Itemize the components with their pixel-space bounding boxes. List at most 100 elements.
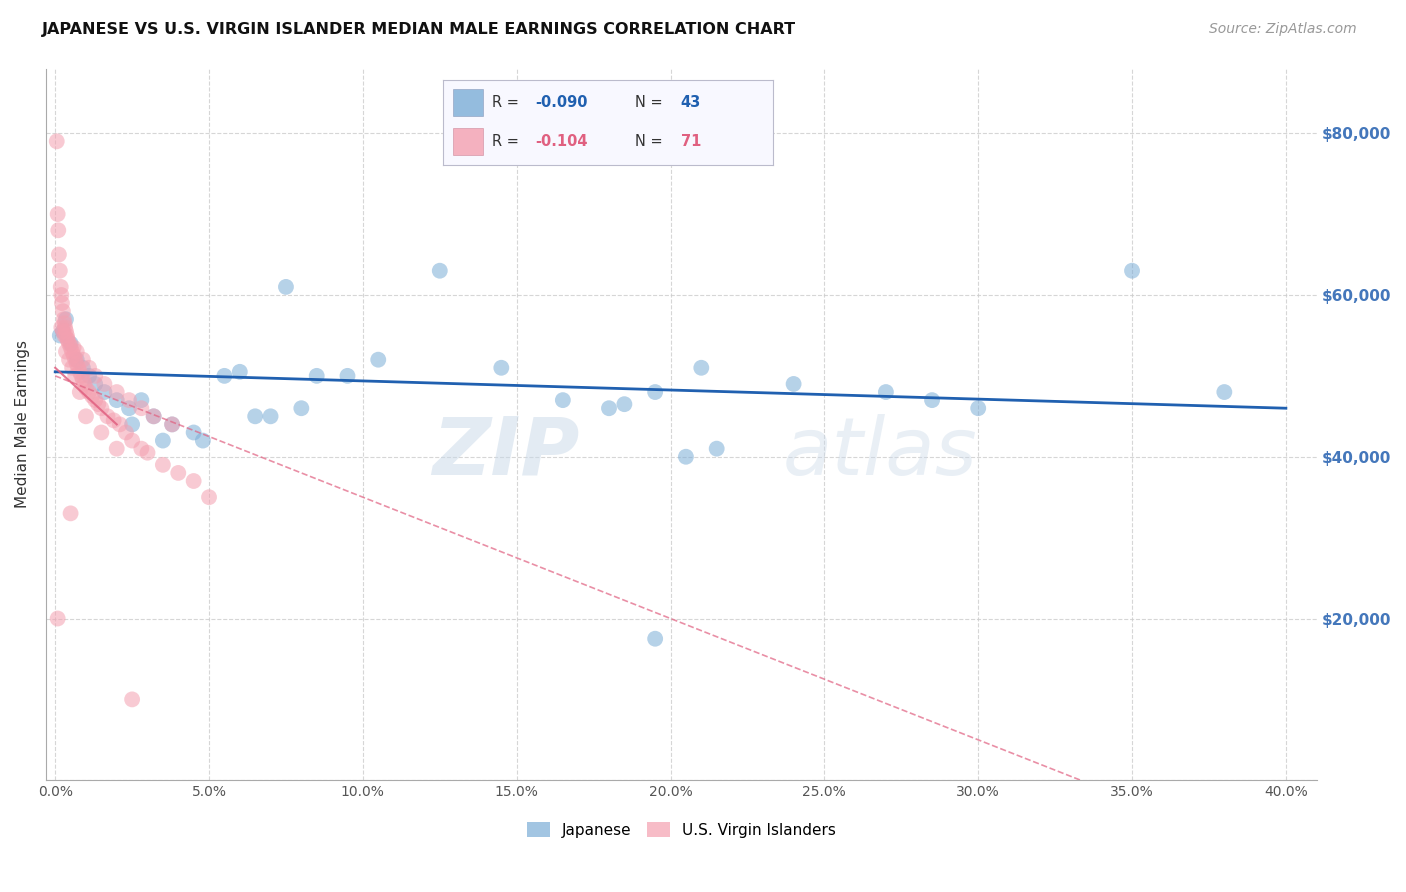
Point <box>131 401 153 416</box>
Point <box>62 349 84 363</box>
Point <box>55 325 77 339</box>
Text: N =: N = <box>634 95 662 110</box>
Point <box>367 352 389 367</box>
Point <box>136 446 159 460</box>
Point <box>60 360 83 375</box>
Text: 43: 43 <box>681 95 702 110</box>
Point <box>875 385 897 400</box>
Point <box>59 507 82 521</box>
Point <box>160 417 183 432</box>
Point <box>66 357 89 371</box>
Point <box>48 247 70 261</box>
Point <box>921 393 943 408</box>
Point <box>75 381 97 395</box>
Point <box>142 409 165 424</box>
Y-axis label: Median Male Earnings: Median Male Earnings <box>15 341 30 508</box>
Point <box>75 409 97 424</box>
Point <box>59 336 82 351</box>
Point <box>69 365 91 379</box>
Point <box>491 360 513 375</box>
Point <box>46 223 69 237</box>
Text: ZIP: ZIP <box>432 414 579 491</box>
Point <box>62 341 84 355</box>
Point <box>52 325 75 339</box>
Point <box>259 409 281 424</box>
Point <box>706 442 728 456</box>
Point <box>131 393 153 408</box>
Point <box>60 344 83 359</box>
Point <box>84 368 107 383</box>
Point <box>121 692 143 706</box>
Point <box>66 352 89 367</box>
Point <box>336 368 359 383</box>
Point <box>644 632 666 646</box>
Point <box>551 393 574 408</box>
Text: -0.104: -0.104 <box>536 134 588 149</box>
Point <box>70 368 93 383</box>
Point <box>77 368 100 383</box>
Point <box>644 385 666 400</box>
Text: -0.090: -0.090 <box>536 95 588 110</box>
Point <box>93 376 115 391</box>
Point <box>53 316 76 330</box>
Point <box>49 328 72 343</box>
Point <box>967 401 990 416</box>
Point <box>1121 264 1143 278</box>
Point <box>105 393 128 408</box>
Text: N =: N = <box>634 134 662 149</box>
Point <box>49 280 72 294</box>
Point <box>96 409 118 424</box>
Point <box>290 401 312 416</box>
Point <box>87 397 110 411</box>
Point <box>142 409 165 424</box>
Point <box>690 360 713 375</box>
Point <box>191 434 214 448</box>
Point <box>103 413 125 427</box>
Point <box>675 450 697 464</box>
Point <box>274 280 297 294</box>
Point <box>82 389 104 403</box>
Point <box>160 417 183 432</box>
Point <box>598 401 620 416</box>
Point <box>56 328 79 343</box>
Text: atlas: atlas <box>783 414 977 491</box>
Point <box>183 425 205 440</box>
Point <box>73 376 96 391</box>
Point <box>53 320 76 334</box>
Point <box>243 409 266 424</box>
Point <box>115 425 138 440</box>
Text: R =: R = <box>492 95 519 110</box>
Point <box>55 344 77 359</box>
Point <box>58 336 80 351</box>
Point <box>45 134 67 148</box>
Legend: Japanese, U.S. Virgin Islanders: Japanese, U.S. Virgin Islanders <box>520 815 842 844</box>
Point <box>118 401 141 416</box>
Point <box>90 425 112 440</box>
Point <box>63 352 86 367</box>
Point <box>229 365 252 379</box>
Point <box>108 417 131 432</box>
Point <box>58 352 80 367</box>
Point <box>90 401 112 416</box>
Point <box>1213 385 1236 400</box>
Text: 71: 71 <box>681 134 702 149</box>
Bar <box>453 128 482 155</box>
Point <box>53 328 76 343</box>
Point <box>121 434 143 448</box>
Point <box>93 385 115 400</box>
Point <box>214 368 236 383</box>
Point <box>613 397 636 411</box>
Point <box>84 393 107 408</box>
Point <box>51 288 73 302</box>
Point <box>305 368 328 383</box>
Point <box>63 368 86 383</box>
Point <box>152 434 174 448</box>
Text: Source: ZipAtlas.com: Source: ZipAtlas.com <box>1209 22 1357 37</box>
Point <box>56 333 79 347</box>
Point <box>52 304 75 318</box>
Point <box>152 458 174 472</box>
Point <box>49 264 72 278</box>
Point <box>46 207 69 221</box>
Point <box>56 333 79 347</box>
Point <box>59 341 82 355</box>
